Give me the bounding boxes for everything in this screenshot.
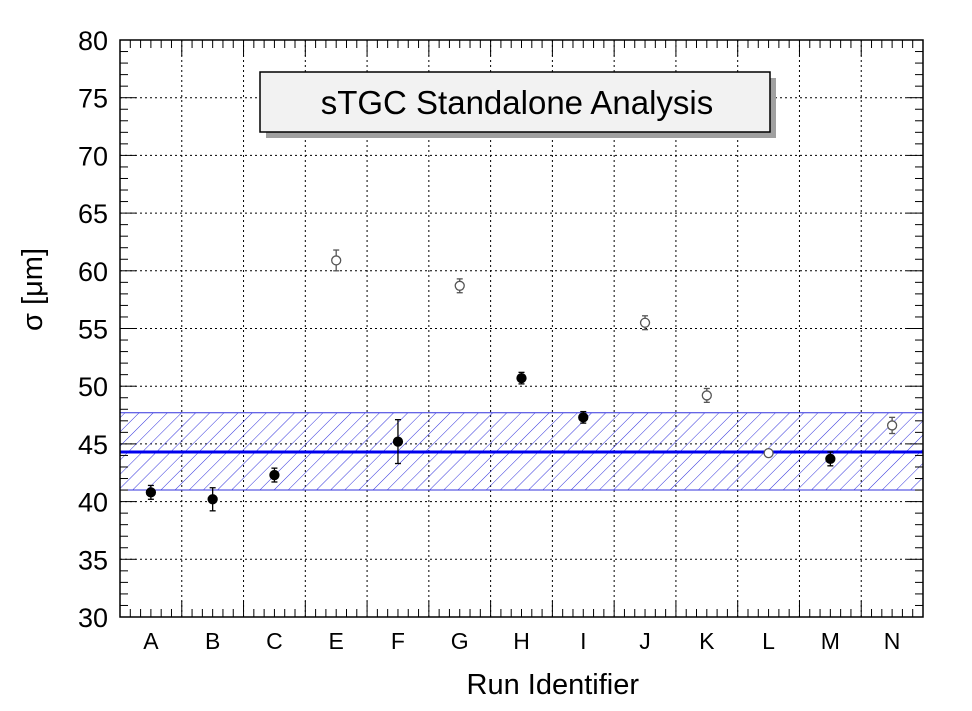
data-point-open	[886, 416, 898, 435]
data-point-filled	[392, 419, 404, 465]
x-tick-label: K	[699, 628, 715, 654]
x-tick-label: H	[513, 628, 530, 654]
marker	[269, 469, 280, 481]
data-points	[145, 249, 898, 512]
marker	[701, 390, 712, 401]
y-tick-label: 50	[78, 372, 108, 402]
y-tick-label: 70	[78, 141, 108, 171]
chart-title: sTGC Standalone Analysis	[321, 84, 714, 121]
x-tick-label: I	[580, 628, 586, 654]
y-tick-label: 65	[78, 199, 108, 229]
y-axis-title: σ [μm]	[17, 248, 49, 331]
data-point-open	[763, 447, 774, 459]
marker	[763, 447, 774, 459]
y-tick-label: 45	[78, 430, 108, 460]
x-axis-title: Run Identifier	[467, 669, 640, 701]
marker	[825, 453, 836, 465]
marker	[331, 255, 342, 266]
data-point-filled	[269, 467, 280, 483]
y-tick-label: 60	[78, 257, 108, 287]
marker	[392, 436, 404, 447]
tick-labels: 30 35 40 45 50 55 60 65 70 75 80 A B C E F G H I J K L M N	[78, 26, 900, 654]
y-tick-label: 30	[78, 603, 108, 633]
y-tick-label: 75	[78, 84, 108, 114]
data-point-filled	[207, 487, 218, 512]
y-tick-label: 80	[78, 26, 108, 56]
x-tick-label: N	[884, 628, 901, 654]
legend-box: sTGC Standalone Analysis	[259, 71, 776, 138]
data-point-filled	[516, 371, 527, 385]
x-tick-label: L	[762, 628, 775, 654]
data-point-open	[454, 278, 465, 294]
uncertainty-band	[120, 412, 923, 491]
data-point-open	[701, 387, 712, 404]
x-tick-label: E	[329, 628, 344, 654]
y-tick-label: 35	[78, 545, 108, 575]
y-tick-label: 55	[78, 315, 108, 345]
y-tick-label: 40	[78, 488, 108, 518]
data-point-filled	[145, 484, 157, 500]
x-tick-label: B	[205, 628, 220, 654]
x-tick-label: M	[821, 628, 840, 654]
x-tick-label: J	[639, 628, 651, 654]
marker	[454, 280, 465, 291]
marker	[578, 412, 589, 423]
marker	[639, 317, 651, 328]
data-point-open	[331, 249, 342, 272]
data-point-open	[639, 315, 651, 331]
x-tick-label: G	[451, 628, 469, 654]
x-tick-label: F	[391, 628, 405, 654]
data-point-filled	[578, 410, 589, 424]
marker	[207, 494, 218, 505]
data-point-filled	[825, 451, 836, 467]
x-tick-label: A	[143, 628, 159, 654]
plot-frame	[119, 39, 924, 618]
marker	[145, 487, 157, 498]
marker	[886, 420, 898, 431]
marker	[516, 372, 527, 384]
x-tick-label: C	[266, 628, 283, 654]
